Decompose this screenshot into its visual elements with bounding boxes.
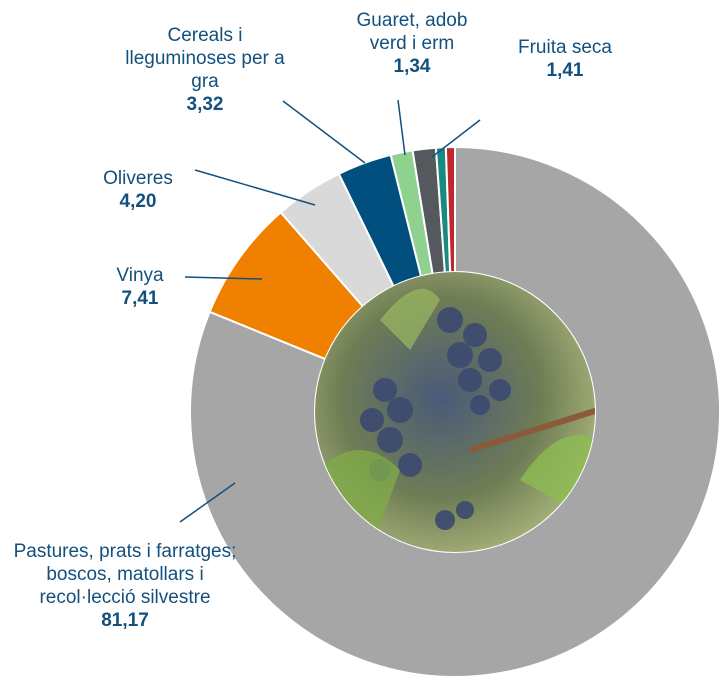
value-label: 1,34 [342, 55, 482, 78]
value-label: 81,17 [10, 609, 240, 632]
category-label: Guaret, adob verd i erm [357, 10, 468, 54]
category-label: Pastures, prats i farratges; boscos, mat… [14, 541, 237, 608]
category-label: Oliveres [103, 168, 173, 189]
category-label: Vinya [116, 265, 163, 286]
slice-label: Pastures, prats i farratges; boscos, mat… [10, 540, 240, 632]
value-label: 3,32 [125, 93, 285, 116]
category-label: Cereals i lleguminoses per a gra [125, 25, 284, 92]
value-label: 7,41 [70, 287, 210, 310]
value-label: 4,20 [68, 190, 208, 213]
category-label: Fruita seca [518, 37, 612, 58]
value-label: 1,41 [495, 59, 635, 82]
chart: Pastures, prats i farratges; boscos, mat… [0, 0, 723, 681]
